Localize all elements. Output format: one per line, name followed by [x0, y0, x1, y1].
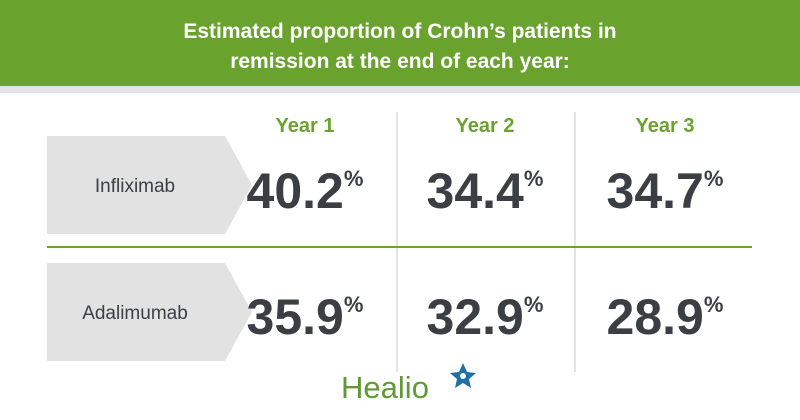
logo-text: Healio	[341, 370, 429, 405]
row-label: Infliximab	[95, 176, 175, 197]
value-cell: 35.9%	[247, 289, 364, 345]
title-line: Estimated proportion of Crohn’s patients…	[183, 20, 616, 43]
value: 35.9	[247, 289, 344, 345]
row-label-box	[47, 263, 252, 361]
header-strip	[0, 86, 800, 93]
unit: %	[704, 166, 724, 191]
unit: %	[344, 292, 364, 317]
value-cell: 28.9%	[607, 289, 724, 345]
values: 40.2% 34.4% 34.7% 35.9% 32.9% 28.9%	[247, 163, 724, 345]
unit: %	[704, 292, 724, 317]
value: 40.2	[247, 163, 344, 219]
value-cell: 34.4%	[427, 163, 544, 219]
value: 34.7	[607, 163, 704, 219]
value: 28.9	[607, 289, 704, 345]
column-header: Year 3	[636, 115, 695, 137]
column-header: Year 2	[456, 115, 515, 137]
value: 32.9	[427, 289, 524, 345]
value-cell: 34.7%	[607, 163, 724, 219]
logo-dot	[460, 373, 466, 379]
unit: %	[524, 166, 544, 191]
row-label-box	[47, 136, 252, 234]
unit: %	[524, 292, 544, 317]
column-header: Year 1	[276, 115, 335, 137]
header-band	[0, 0, 800, 86]
row-label: Adalimumab	[82, 303, 188, 324]
unit: %	[344, 166, 364, 191]
value-cell: 32.9%	[427, 289, 544, 345]
value-cell: 40.2%	[247, 163, 364, 219]
value: 34.4	[427, 163, 525, 219]
title-line: remission at the end of each year:	[230, 50, 570, 73]
logo-icon	[450, 363, 476, 388]
